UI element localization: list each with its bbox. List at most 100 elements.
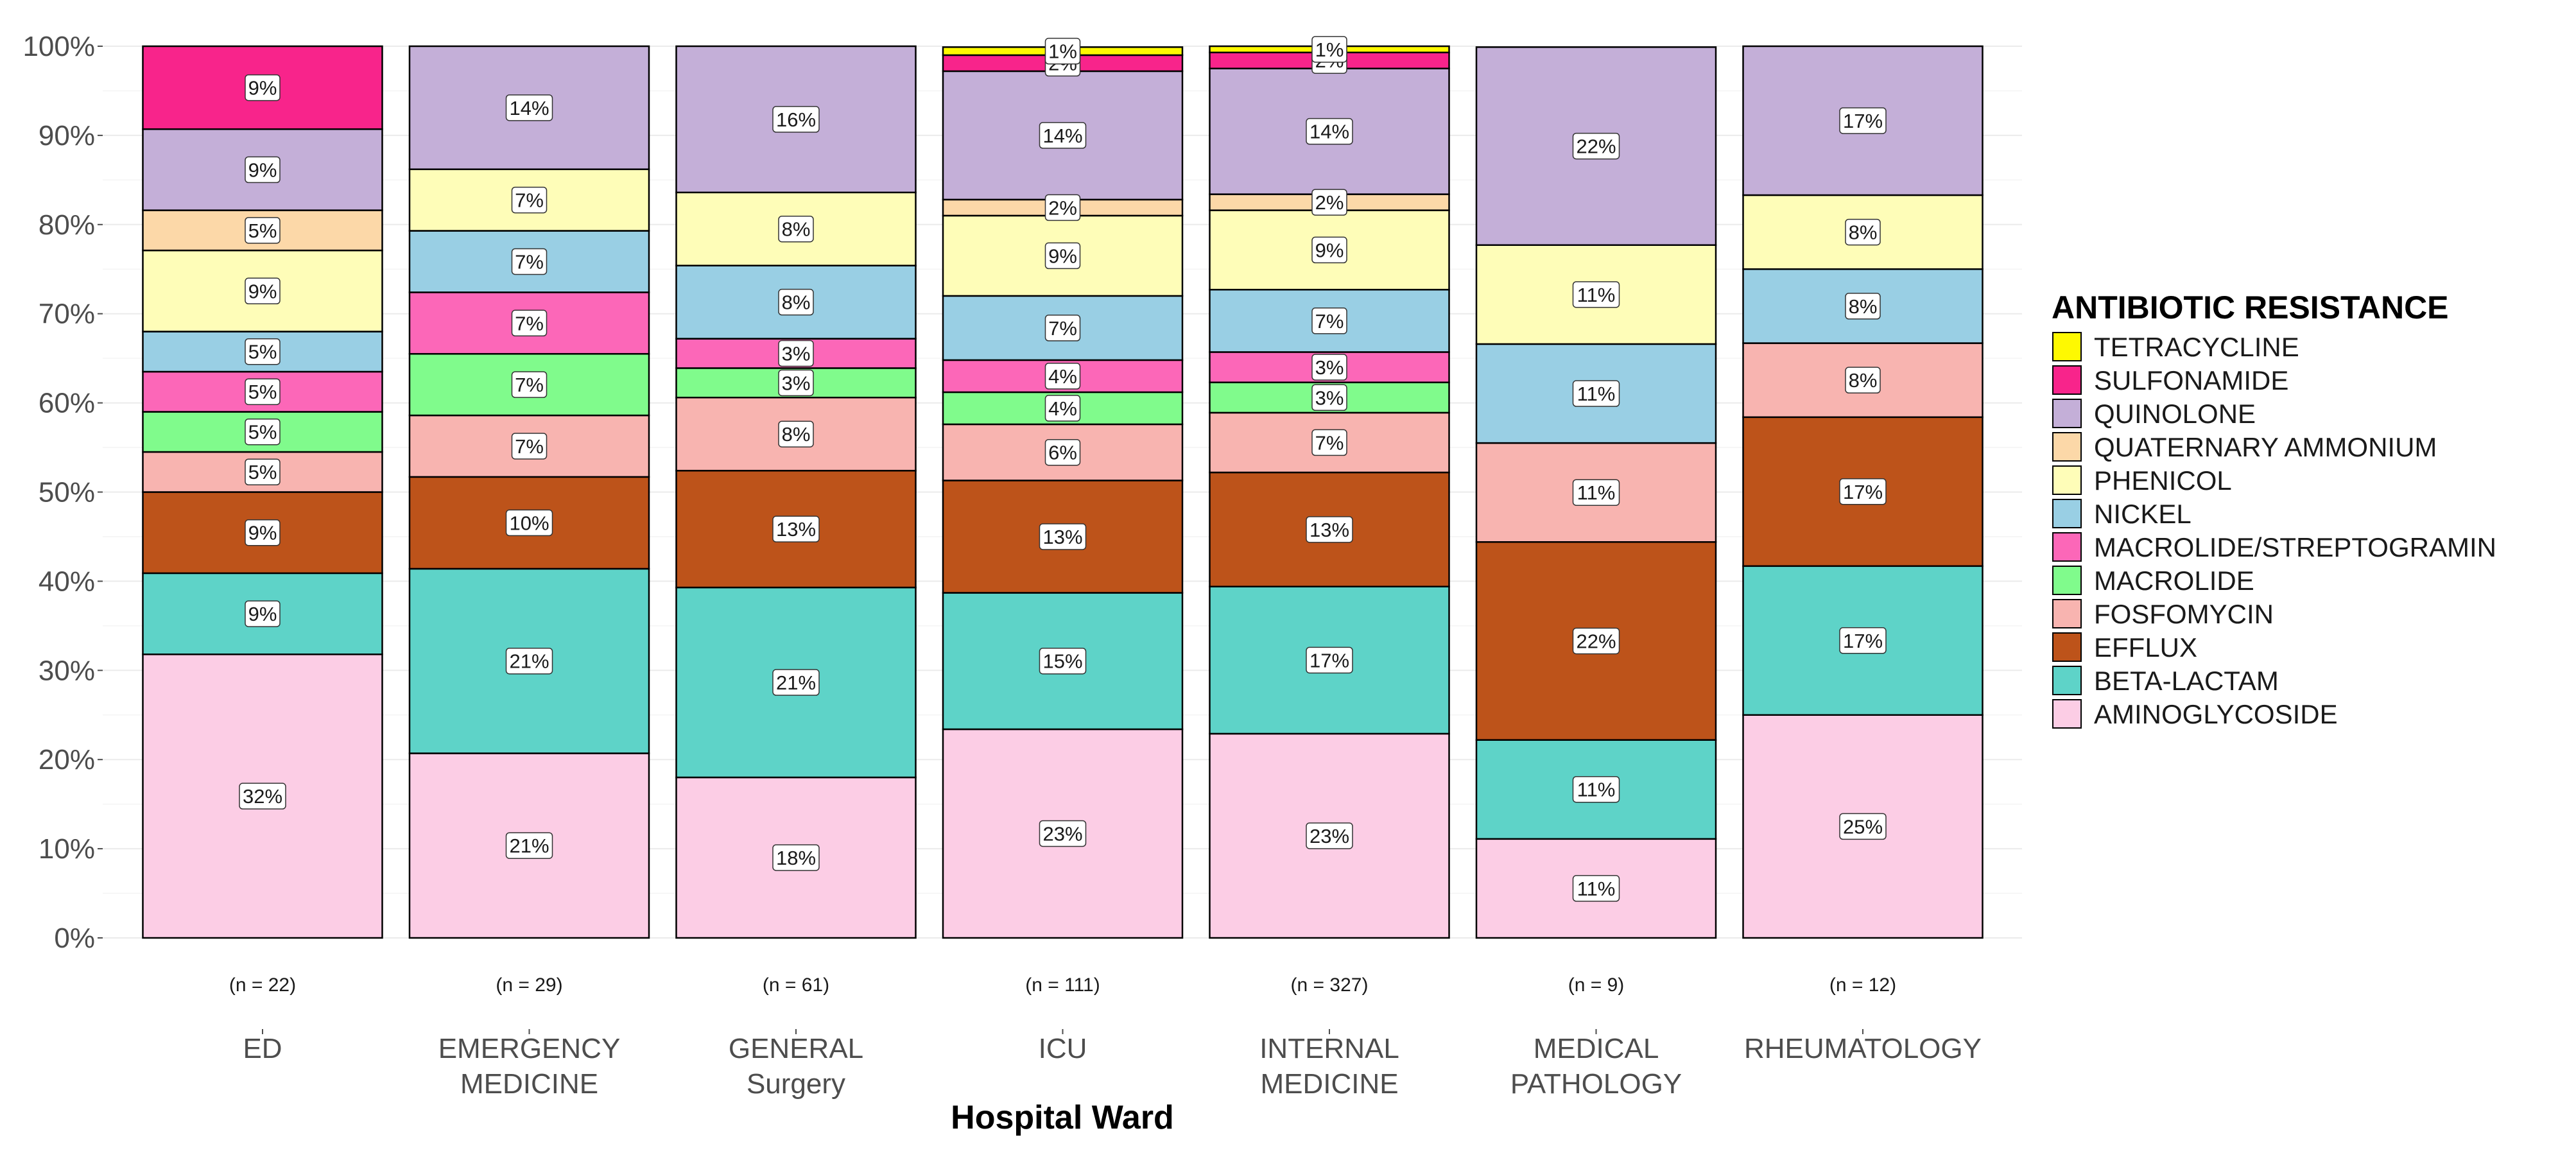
data-label-box bbox=[1311, 36, 1347, 63]
legend-label: FOSFOMYCIN bbox=[2094, 599, 2274, 629]
bars bbox=[142, 45, 1984, 939]
data-label-text: 18% bbox=[776, 847, 816, 869]
data-label: 8% bbox=[1845, 367, 1881, 394]
legend-item: EFFLUX bbox=[2052, 632, 2197, 662]
x-tick-label: PATHOLOGY bbox=[1510, 1068, 1682, 1100]
data-label: 7% bbox=[511, 433, 548, 460]
legend-swatch bbox=[2052, 666, 2082, 695]
legend-label: SULFONAMIDE bbox=[2094, 365, 2288, 395]
data-label-box bbox=[1039, 523, 1087, 550]
data-label-box bbox=[1311, 189, 1347, 216]
data-label: 3% bbox=[778, 369, 814, 397]
data-label-box bbox=[245, 74, 281, 101]
x-tick-label: INTERNAL bbox=[1259, 1033, 1399, 1064]
data-label: 13% bbox=[1039, 523, 1087, 550]
data-label-box bbox=[511, 309, 548, 337]
y-tick-label: 90% bbox=[39, 120, 95, 152]
data-label: 7% bbox=[511, 371, 548, 398]
data-label: 5% bbox=[245, 217, 281, 244]
data-label-text: 17% bbox=[1843, 110, 1883, 132]
data-label-text: 15% bbox=[1042, 650, 1082, 673]
data-label-box bbox=[245, 277, 281, 305]
data-label-text: 5% bbox=[248, 381, 277, 403]
data-label-box bbox=[1044, 363, 1081, 390]
data-label: 23% bbox=[1306, 822, 1353, 849]
data-label-text: 14% bbox=[1042, 125, 1082, 147]
data-label-box bbox=[1311, 354, 1347, 381]
bar-segment bbox=[675, 469, 917, 589]
y-tick-label: 100% bbox=[22, 31, 95, 62]
data-label-text: 21% bbox=[509, 650, 549, 673]
data-label-text: 7% bbox=[1048, 317, 1077, 340]
data-label: 8% bbox=[778, 288, 814, 316]
y-axis: 0% 10% 20% 30% 40% 50% 60% 70% 80% 90% 100% bbox=[22, 31, 103, 954]
data-label-text: 11% bbox=[1577, 481, 1616, 504]
legend-item: TETRACYCLINE bbox=[2052, 332, 2299, 362]
data-label-text: 11% bbox=[1577, 878, 1616, 900]
data-label-box bbox=[505, 509, 553, 537]
legend-item: FOSFOMYCIN bbox=[2052, 599, 2274, 629]
x-tick-label: ICU bbox=[1039, 1033, 1087, 1064]
data-label-box bbox=[772, 844, 820, 871]
data-label: 15% bbox=[1039, 647, 1087, 675]
legend-label: BETA-LACTAM bbox=[2094, 666, 2279, 696]
legend-item: NICKEL bbox=[2052, 499, 2191, 529]
data-label-box bbox=[1572, 479, 1620, 506]
y-tick-label: 50% bbox=[39, 477, 95, 508]
data-label-box bbox=[505, 94, 553, 121]
data-label-text: 1% bbox=[1048, 40, 1077, 63]
data-label: 18% bbox=[772, 844, 820, 871]
data-label: 1% bbox=[1311, 36, 1347, 63]
data-label-text: 3% bbox=[1315, 386, 1344, 409]
data-label: 22% bbox=[1572, 627, 1620, 655]
data-label: 21% bbox=[505, 832, 553, 859]
data-label-box bbox=[1572, 775, 1620, 803]
data-label-box bbox=[511, 248, 548, 275]
data-label-text: 8% bbox=[782, 291, 811, 314]
data-label-box bbox=[245, 156, 281, 184]
x-tick-label: MEDICAL bbox=[1534, 1033, 1659, 1064]
sample-count-label: (n = 327) bbox=[1291, 974, 1369, 996]
data-label-text: 14% bbox=[509, 97, 549, 119]
data-label: 13% bbox=[1306, 516, 1353, 543]
data-label-text: 11% bbox=[1577, 779, 1616, 801]
legend-swatch bbox=[2052, 599, 2082, 628]
data-label-text: 9% bbox=[248, 603, 277, 625]
data-label: 7% bbox=[511, 248, 548, 275]
data-label-text: 5% bbox=[248, 341, 277, 363]
data-label-text: 9% bbox=[248, 77, 277, 100]
data-label: 3% bbox=[1311, 354, 1347, 381]
legend-swatch bbox=[2052, 365, 2082, 395]
data-label: 10% bbox=[505, 509, 553, 537]
data-labels: 32% 9% 9% 5% 5% 5% 5% 9% 5% 9% 9% 21% 21% 10% 7% 7% 7% 7%… bbox=[239, 36, 1887, 902]
data-label: 22% bbox=[1572, 132, 1620, 160]
data-label-box bbox=[245, 418, 281, 446]
data-label: 9% bbox=[1044, 242, 1081, 270]
data-label-box bbox=[1306, 822, 1353, 849]
data-label-text: 23% bbox=[1042, 822, 1082, 845]
x-tick-label: RHEUMATOLOGY bbox=[1744, 1033, 1982, 1064]
sample-count-label: (n = 9) bbox=[1568, 974, 1625, 996]
data-label: 2% bbox=[1044, 194, 1081, 221]
data-label: 7% bbox=[1311, 307, 1347, 334]
data-label: 3% bbox=[778, 340, 814, 367]
legend-swatch bbox=[2052, 465, 2082, 495]
data-label-box bbox=[1311, 236, 1347, 264]
data-label: 6% bbox=[1044, 438, 1081, 466]
data-label: 2% bbox=[1311, 189, 1347, 216]
data-label-box bbox=[1044, 395, 1081, 422]
legend-item: SULFONAMIDE bbox=[2052, 365, 2288, 395]
data-label-text: 7% bbox=[515, 312, 544, 334]
y-tick-label: 30% bbox=[39, 655, 95, 686]
x-tick-label: ED bbox=[243, 1033, 282, 1064]
data-label: 5% bbox=[245, 378, 281, 405]
data-label-box bbox=[1311, 384, 1347, 411]
data-label: 17% bbox=[1839, 627, 1887, 654]
y-tick-label: 40% bbox=[39, 566, 95, 597]
legend-item: QUATERNARY AMMONIUM bbox=[2052, 432, 2437, 462]
bar-segment bbox=[408, 567, 650, 754]
data-label: 9% bbox=[1311, 236, 1347, 264]
sample-count-label: (n = 29) bbox=[496, 974, 562, 996]
data-label-box bbox=[1306, 516, 1353, 543]
data-label-box bbox=[239, 783, 286, 810]
